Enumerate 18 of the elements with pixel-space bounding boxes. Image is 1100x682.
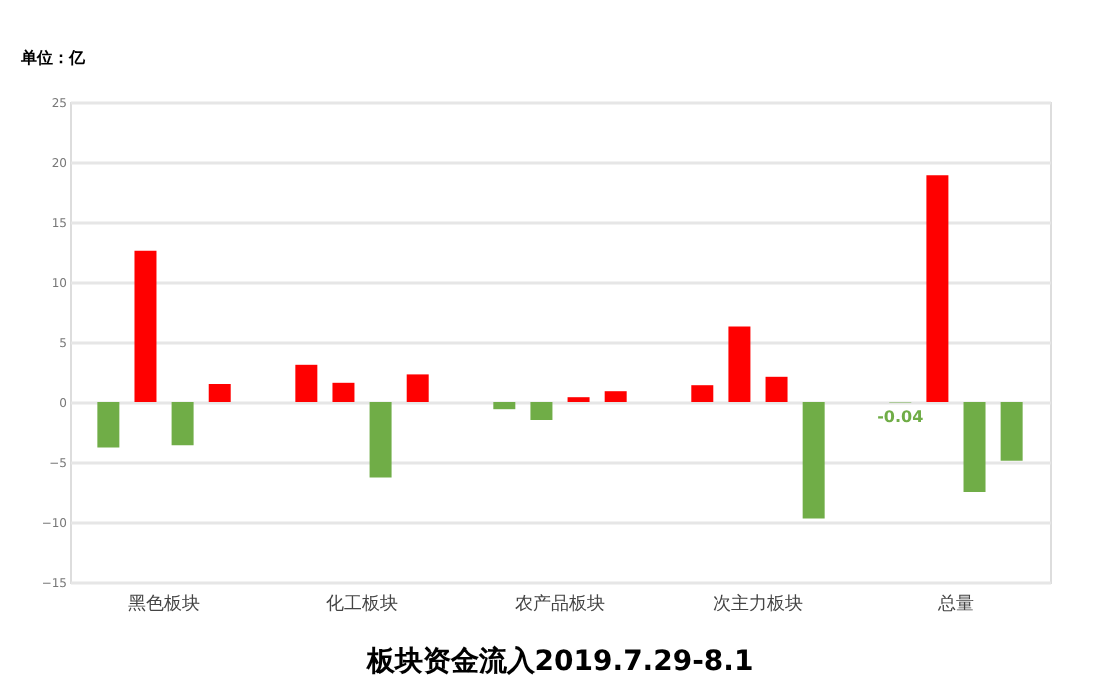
bar: [604, 391, 627, 402]
bar: [728, 326, 751, 402]
data-label: -0.04: [877, 408, 925, 427]
x-tick-label: 总量: [935, 593, 974, 615]
x-tick-label: 次主力板块: [712, 593, 803, 615]
x-tick-label: 化工板块: [326, 593, 399, 615]
y-axis-title: 单位：亿: [19, 49, 87, 67]
bar: [134, 250, 157, 402]
bar: [926, 175, 949, 402]
bar: [332, 382, 355, 402]
bar: [171, 402, 194, 446]
x-tick-label: 农产品板块: [515, 593, 605, 615]
bar: [963, 402, 986, 492]
bar: [369, 402, 392, 478]
x-tick-label: 黑色板块: [128, 593, 201, 615]
bar: [208, 384, 231, 402]
text: 板块资金流入2019.7.29-8.1: [364, 644, 754, 678]
bar: [406, 374, 429, 402]
